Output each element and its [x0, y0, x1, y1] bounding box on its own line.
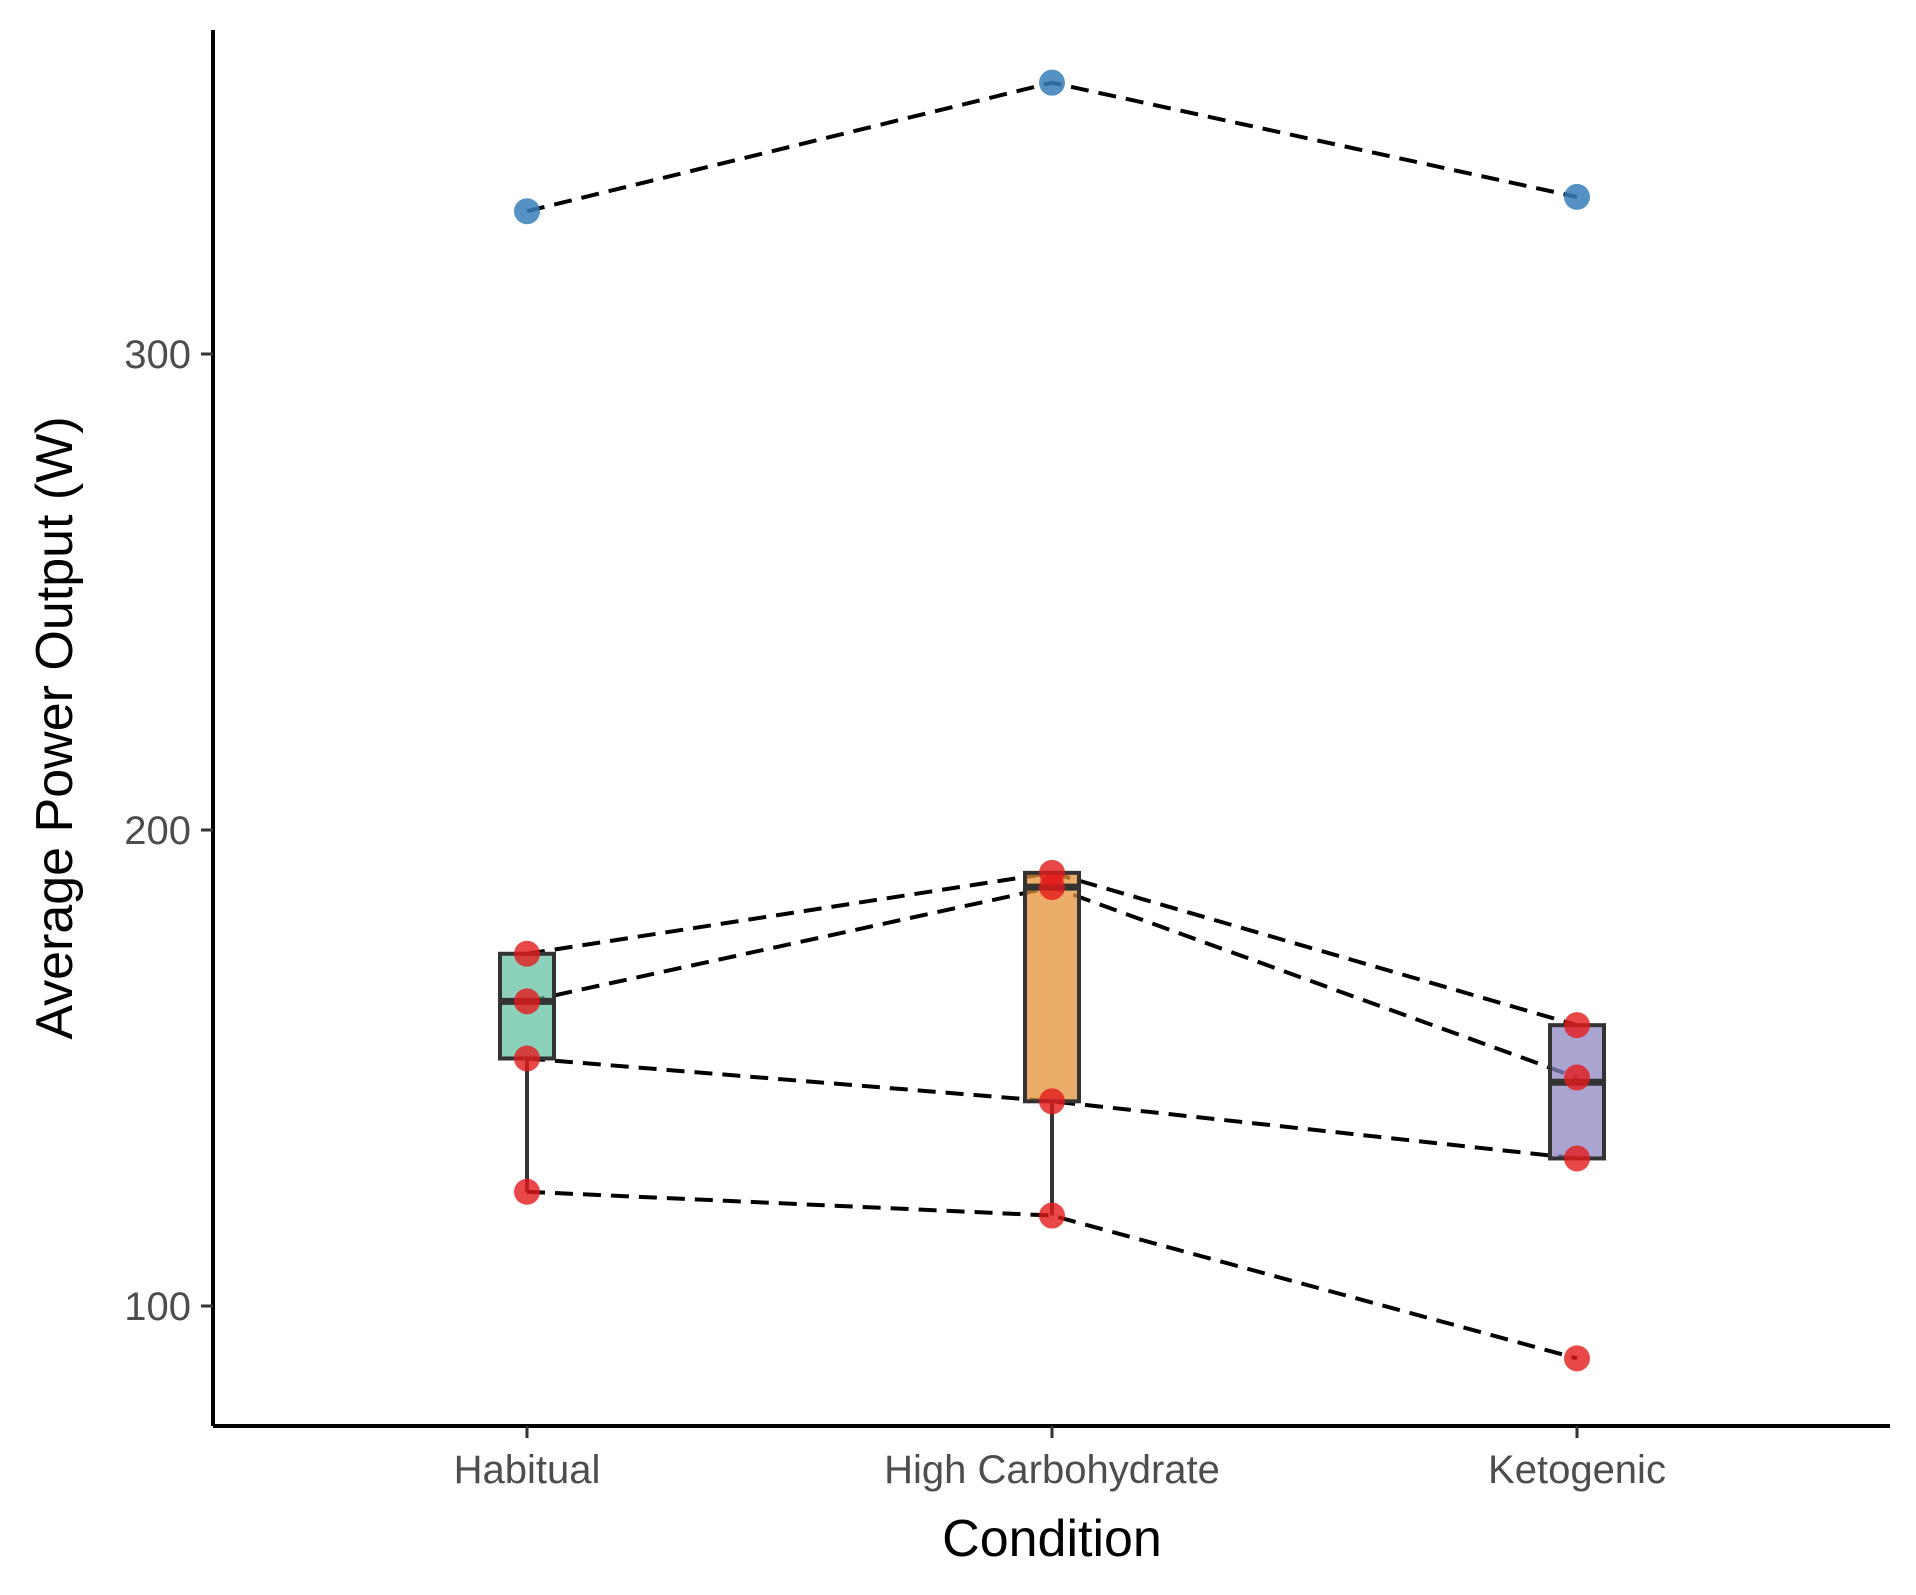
point-subject-5-ketogenic: [1564, 1345, 1590, 1372]
x-axis-title: Condition: [942, 1510, 1162, 1568]
point-subject-4-habitual: [514, 1045, 540, 1072]
x-tick-label-ketogenic: Ketogenic: [1488, 1448, 1666, 1492]
point-subject-4-high-carbohydrate: [1039, 1088, 1065, 1115]
box-ketogenic: [1548, 1023, 1606, 1161]
point-subject-3-ketogenic: [1564, 1064, 1590, 1091]
x-tick-label-habitual: Habitual: [454, 1448, 601, 1492]
x-tick-label-high-carbohydrate: High Carbohydrate: [884, 1448, 1220, 1492]
y-tick-label-100: 100: [124, 1285, 191, 1329]
boxplots: [498, 870, 1606, 1216]
y-tick-label-300: 300: [124, 333, 191, 377]
point-subject-1-habitual: [514, 198, 540, 225]
subject-line-2: [526, 870, 1578, 1028]
box-high-carbohydrate: [1023, 870, 1081, 1104]
subject-line-5: [526, 1189, 1578, 1361]
point-subject-1-ketogenic: [1564, 183, 1590, 210]
point-subject-1-high-carbohydrate: [1039, 69, 1065, 96]
point-subject-2-habitual: [514, 940, 540, 967]
point-subject-3-habitual: [514, 988, 540, 1015]
y-axis-title: Average Power Output (W): [26, 416, 84, 1039]
point-subject-5-habitual: [514, 1178, 540, 1205]
point-subject-4-ketogenic: [1564, 1145, 1590, 1172]
y-tick-label-200: 200: [124, 809, 191, 853]
ticks: 100 200 300 Habitual High Carbohydrate Ketoge…: [124, 333, 1666, 1492]
point-subject-5-high-carbohydrate: [1039, 1202, 1065, 1229]
data-points: [514, 69, 1590, 1372]
point-subject-2-ketogenic: [1564, 1012, 1590, 1039]
point-subject-3-high-carbohydrate: [1039, 874, 1065, 901]
subject-line-4: [526, 1056, 1578, 1161]
subject-line-1: [526, 80, 1578, 214]
